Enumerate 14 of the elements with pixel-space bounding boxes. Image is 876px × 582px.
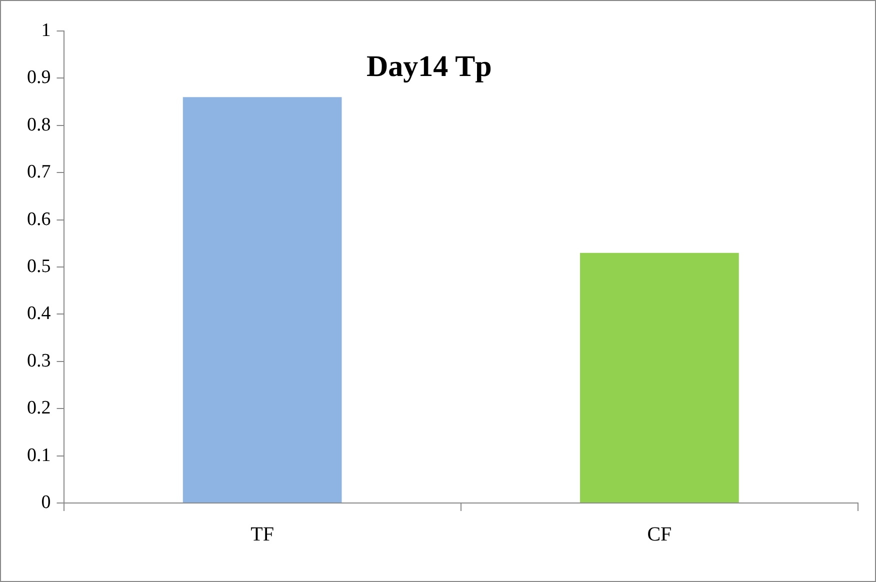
y-tick-label: 0.5 bbox=[27, 256, 51, 277]
x-tick-label: TF bbox=[250, 523, 274, 546]
x-tick-label: CF bbox=[647, 523, 672, 546]
y-tick-label: 0.2 bbox=[27, 398, 51, 419]
y-tick-label: 1 bbox=[41, 20, 51, 41]
y-tick-label: 0.8 bbox=[27, 114, 51, 136]
y-tick-label: 0 bbox=[41, 492, 51, 513]
y-tick-label: 0.6 bbox=[27, 208, 51, 230]
y-tick-label: 0.4 bbox=[27, 303, 52, 324]
y-tick-label: 0.7 bbox=[27, 162, 51, 183]
y-tick-label: 0.1 bbox=[27, 444, 51, 466]
y-tick-label: 0.3 bbox=[27, 350, 51, 372]
text: Day14 Tp bbox=[366, 50, 492, 83]
y-tick-label: 0.9 bbox=[27, 67, 51, 88]
